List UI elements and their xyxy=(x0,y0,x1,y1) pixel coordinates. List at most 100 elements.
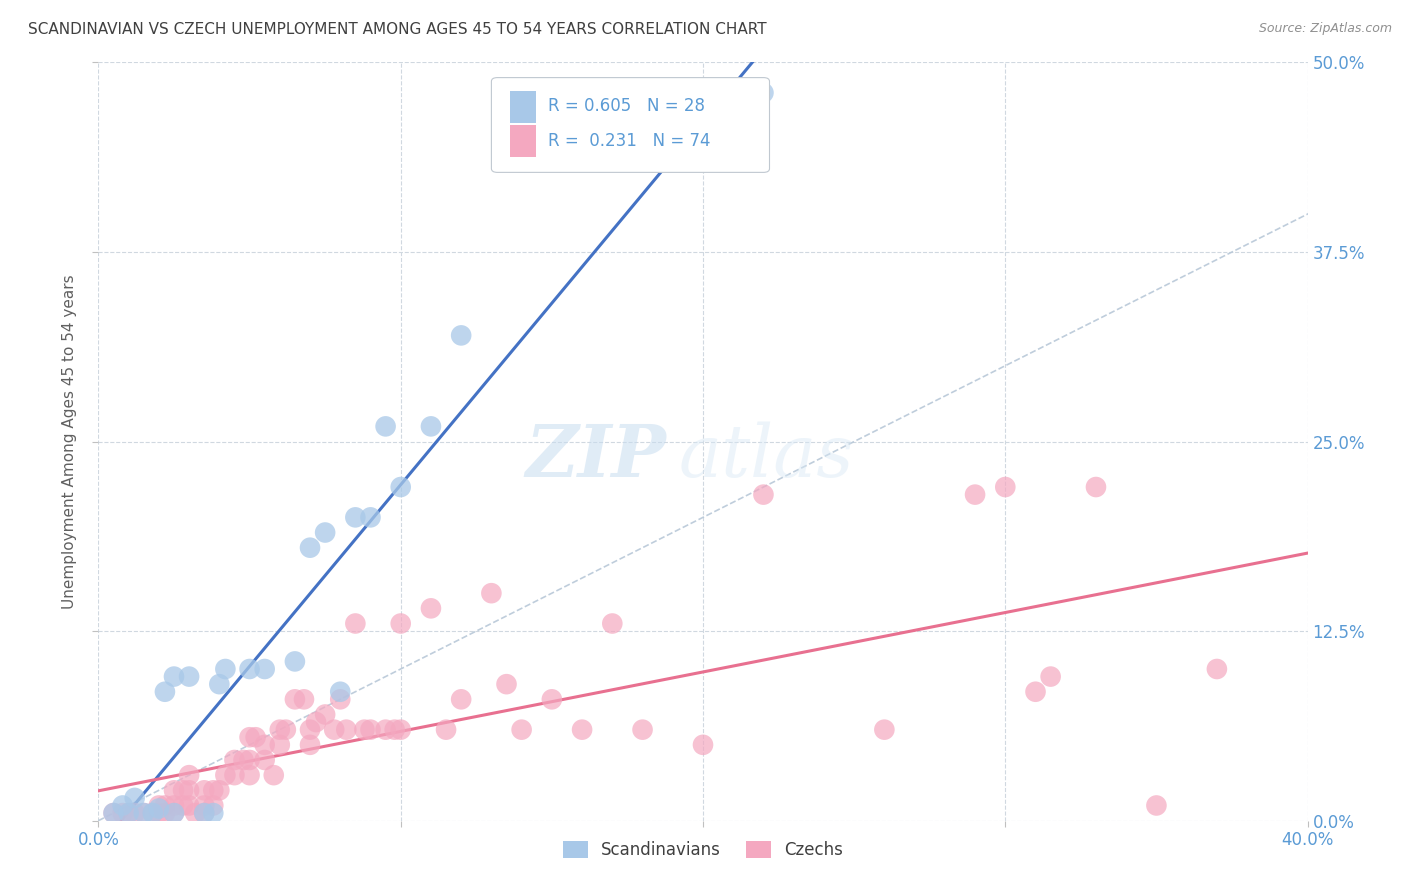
Point xyxy=(224,768,246,782)
Point xyxy=(305,715,328,730)
Point xyxy=(360,510,382,524)
Point xyxy=(284,692,307,706)
Point xyxy=(163,806,186,821)
Point xyxy=(1085,480,1108,494)
Point xyxy=(202,806,225,821)
Point xyxy=(253,738,276,752)
Point xyxy=(1144,798,1167,813)
Point xyxy=(752,487,775,501)
Point xyxy=(245,730,267,744)
Point xyxy=(224,753,246,767)
Text: Source: ZipAtlas.com: Source: ZipAtlas.com xyxy=(1258,22,1392,36)
Point xyxy=(253,753,276,767)
Point xyxy=(239,768,262,782)
Point xyxy=(103,806,125,821)
Point xyxy=(132,806,155,821)
Point xyxy=(253,662,276,676)
Point xyxy=(384,723,406,737)
Point xyxy=(179,783,201,797)
Point xyxy=(208,783,231,797)
Point xyxy=(360,723,382,737)
Point xyxy=(631,723,654,737)
Point xyxy=(239,730,262,744)
Point xyxy=(163,806,186,821)
Point xyxy=(965,487,987,501)
Text: atlas: atlas xyxy=(679,421,855,492)
Legend: Scandinavians, Czechs: Scandinavians, Czechs xyxy=(557,834,849,865)
Point xyxy=(179,669,201,683)
Point xyxy=(1024,685,1046,699)
Point xyxy=(111,798,134,813)
Y-axis label: Unemployment Among Ages 45 to 54 years: Unemployment Among Ages 45 to 54 years xyxy=(62,274,77,609)
Point xyxy=(118,806,141,821)
Point xyxy=(329,692,352,706)
Point xyxy=(1039,669,1062,683)
Point xyxy=(124,791,146,805)
Point xyxy=(450,692,472,706)
Point xyxy=(602,616,624,631)
Point xyxy=(299,738,322,752)
Point xyxy=(153,685,176,699)
Text: R = 0.605   N = 28: R = 0.605 N = 28 xyxy=(548,97,706,115)
Point xyxy=(193,806,215,821)
Point xyxy=(103,806,125,821)
Point xyxy=(163,783,186,797)
Point xyxy=(335,723,357,737)
Point xyxy=(142,806,165,821)
Point xyxy=(118,806,141,821)
Point xyxy=(148,806,170,821)
Point xyxy=(873,723,896,737)
Point xyxy=(344,616,367,631)
Point xyxy=(153,798,176,813)
Point xyxy=(420,419,443,434)
Point xyxy=(214,662,236,676)
FancyBboxPatch shape xyxy=(492,78,769,172)
Point xyxy=(314,525,336,540)
Point xyxy=(994,480,1017,494)
Point xyxy=(1206,662,1229,676)
Point xyxy=(329,685,352,699)
Point xyxy=(374,419,396,434)
Point xyxy=(111,806,134,821)
Point xyxy=(389,616,412,631)
Point xyxy=(263,768,285,782)
Point xyxy=(148,798,170,813)
Point xyxy=(323,723,346,737)
Point xyxy=(214,768,236,782)
Point xyxy=(239,662,262,676)
Point xyxy=(239,753,262,767)
Point xyxy=(172,798,194,813)
Point xyxy=(153,806,176,821)
Point xyxy=(202,798,225,813)
Point xyxy=(269,723,291,737)
Point xyxy=(481,586,503,600)
Point xyxy=(193,783,215,797)
Point xyxy=(184,806,207,821)
Point xyxy=(299,723,322,737)
Point xyxy=(571,723,593,737)
Point xyxy=(353,723,375,737)
Point xyxy=(420,601,443,615)
Text: R =  0.231   N = 74: R = 0.231 N = 74 xyxy=(548,131,710,150)
Text: SCANDINAVIAN VS CZECH UNEMPLOYMENT AMONG AGES 45 TO 54 YEARS CORRELATION CHART: SCANDINAVIAN VS CZECH UNEMPLOYMENT AMONG… xyxy=(28,22,766,37)
Point xyxy=(163,669,186,683)
Point xyxy=(179,798,201,813)
Point xyxy=(510,723,533,737)
Point xyxy=(450,328,472,343)
Point xyxy=(193,806,215,821)
Point xyxy=(208,677,231,691)
Point xyxy=(163,798,186,813)
Point xyxy=(142,806,165,821)
Point xyxy=(299,541,322,555)
Text: ZIP: ZIP xyxy=(526,421,666,492)
Point xyxy=(752,86,775,100)
Point xyxy=(692,738,714,752)
Point xyxy=(284,655,307,669)
Point xyxy=(232,753,254,767)
Point xyxy=(540,692,562,706)
Point xyxy=(132,806,155,821)
Point xyxy=(124,806,146,821)
Point xyxy=(172,783,194,797)
Point xyxy=(389,723,412,737)
Point xyxy=(389,480,412,494)
